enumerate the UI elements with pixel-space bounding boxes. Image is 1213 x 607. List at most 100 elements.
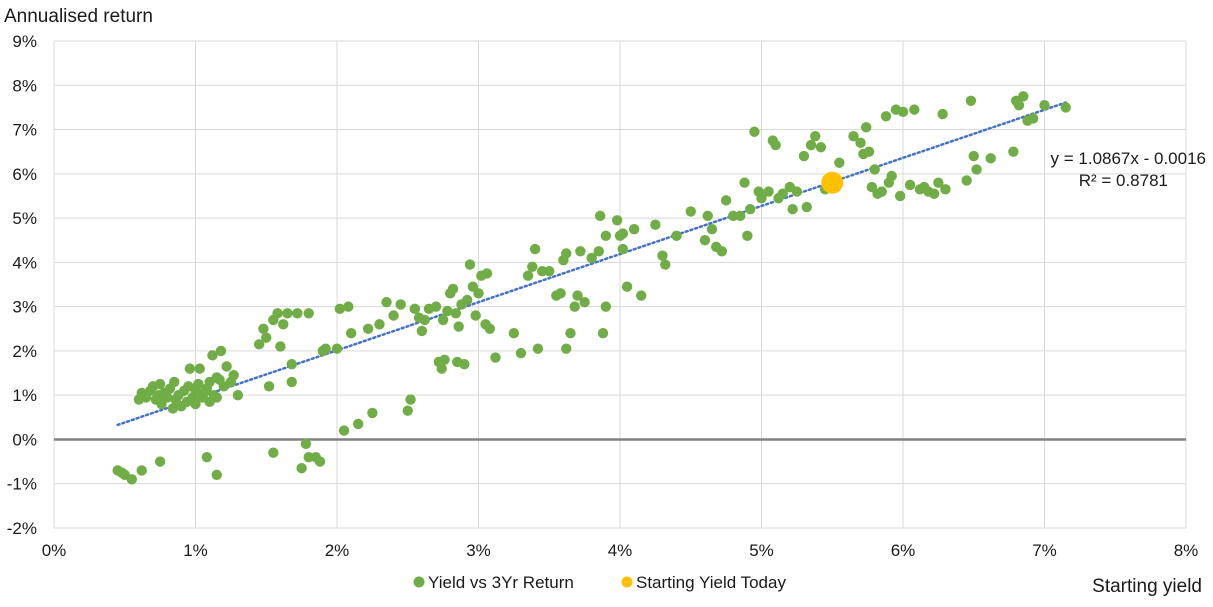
data-point (263, 381, 275, 392)
data-point (834, 157, 845, 168)
x-axis-title: Starting yield (1092, 576, 1202, 597)
data-point (1060, 102, 1071, 113)
data-point (215, 345, 227, 357)
y-tick-label: 3% (12, 298, 37, 317)
data-point (343, 301, 354, 312)
y-tick-label: -1% (7, 475, 37, 494)
data-point (933, 177, 944, 188)
y-tick-label: 0% (12, 430, 37, 449)
data-point (579, 297, 590, 308)
x-tick-label: 1% (183, 541, 208, 560)
data-point (961, 175, 972, 186)
data-point (565, 328, 576, 339)
data-point (555, 288, 566, 299)
data-point (286, 358, 297, 370)
data-point (201, 451, 213, 463)
data-point (876, 186, 887, 197)
data-point (334, 303, 346, 315)
data-point (292, 308, 303, 319)
data-point (388, 310, 399, 321)
data-point (154, 378, 166, 390)
data-point (221, 361, 232, 372)
data-point (1027, 113, 1039, 124)
data-point (1039, 99, 1050, 111)
data-point (211, 392, 222, 403)
data-point (126, 474, 138, 485)
data-point (869, 164, 880, 175)
data-point (211, 469, 222, 481)
data-point (405, 394, 416, 405)
data-point (395, 299, 406, 310)
data-point (303, 308, 314, 319)
data-point (561, 343, 572, 354)
y-tick-label: 4% (12, 253, 37, 272)
data-point (611, 215, 623, 226)
data-point (617, 228, 629, 239)
data-point (1018, 91, 1029, 102)
legend-label-starting-yield: Starting Yield Today (636, 573, 786, 592)
data-point (461, 294, 473, 306)
data-point (258, 323, 269, 334)
data-point (416, 325, 428, 337)
data-point (968, 150, 979, 162)
x-axis-ticks: 0% 1% 2% 3% 4% 5% 6% 7% 8% (42, 541, 1199, 560)
data-point (815, 142, 827, 153)
x-tick-label: 3% (466, 541, 491, 560)
data-point (194, 363, 205, 374)
data-point (261, 332, 272, 343)
data-point (470, 310, 481, 321)
data-point (749, 126, 760, 137)
data-point (1013, 99, 1025, 111)
data-point (791, 186, 803, 197)
data-point (702, 210, 713, 222)
data-point (586, 252, 597, 264)
data-point (569, 301, 580, 312)
data-point (600, 301, 612, 312)
data-point (207, 350, 218, 361)
data-point (650, 219, 661, 230)
x-tick-label: 2% (325, 541, 350, 560)
data-point (770, 139, 781, 151)
y-axis-title: Annualised return (4, 6, 153, 27)
data-point (532, 343, 544, 354)
data-point (272, 308, 283, 319)
data-point (894, 190, 906, 202)
data-point (600, 230, 612, 241)
data-point (777, 188, 788, 199)
data-point (409, 303, 421, 315)
data-point (464, 259, 476, 270)
y-tick-label: 2% (12, 342, 37, 361)
data-point (430, 301, 442, 312)
x-tick-label: 4% (608, 541, 633, 560)
data-point (685, 206, 696, 217)
data-point (296, 463, 307, 474)
data-point (320, 343, 331, 354)
data-point (473, 288, 484, 299)
data-point (167, 403, 179, 414)
y-tick-label: 1% (12, 386, 37, 405)
data-point (985, 153, 996, 164)
data-point (909, 104, 920, 115)
data-point (594, 210, 606, 222)
data-point (193, 378, 204, 390)
data-point (459, 358, 470, 370)
y-tick-label: 9% (12, 32, 37, 51)
data-point (232, 389, 244, 401)
data-point (671, 230, 682, 241)
data-point (928, 188, 940, 199)
data-point (442, 305, 453, 317)
data-point (756, 192, 767, 204)
data-point (362, 323, 374, 334)
data-point (338, 425, 350, 436)
data-point (739, 177, 750, 188)
data-point (861, 122, 872, 133)
data-point (419, 314, 430, 326)
data-points (112, 91, 1071, 485)
data-point (402, 405, 413, 416)
x-tick-label: 6% (891, 541, 916, 560)
data-point (855, 137, 866, 149)
data-point (439, 354, 450, 365)
data-point (353, 418, 364, 430)
data-point (136, 465, 147, 476)
